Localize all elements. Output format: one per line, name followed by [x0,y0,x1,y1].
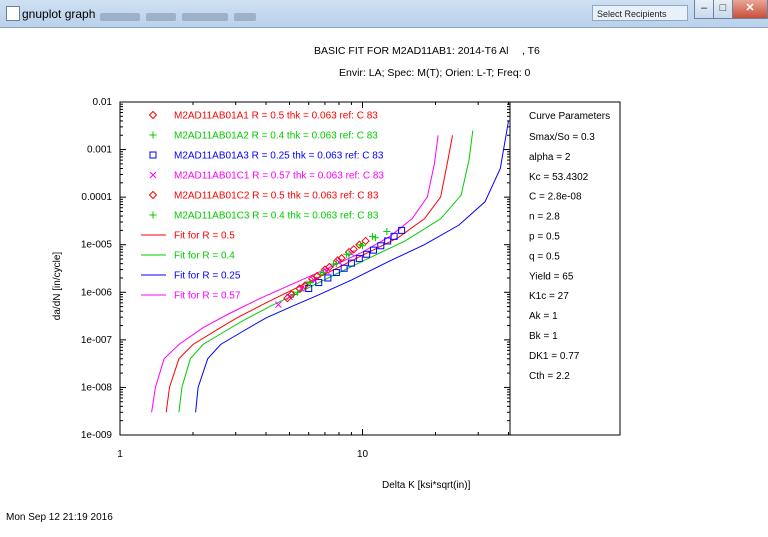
square-marker [355,255,363,263]
diamond-marker [300,281,310,290]
parameters-box [509,101,621,436]
square-marker [398,226,406,234]
legend-entry-label: M2AD11AB01A2 R = 0.4 thk = 0.063 ref: C … [174,131,378,142]
plus-marker [371,234,379,242]
plot-subtitle: Envir: LA; Spec: M(T); Orien: L-T; Freq:… [339,67,531,79]
square-marker [369,246,377,254]
y-tick-label: 1e-005 [81,240,113,251]
square-marker [384,237,392,245]
diamond-marker [355,240,364,249]
y-axis-label: da/dN [in/cycle] [52,252,63,321]
cross-marker [335,258,343,266]
cross-marker [286,293,293,301]
y-tick-label: 0.0001 [81,192,112,203]
axes: 0.01 0.001 0.0001 1e-005 1e-006 1e-007 1e-008 1… [81,97,510,460]
square-marker [332,269,340,277]
plus-marker [369,232,377,240]
cross-marker [275,301,282,308]
plus-marker [345,251,353,259]
parameter-item: K1c = 27 [529,291,569,302]
timestamp-footer: Mon Sep 12 21:19 2016 [6,512,113,523]
minimize-button[interactable]: – [694,0,714,19]
parameter-item: Ak = 1 [529,311,558,322]
parameter-item: Smax/So = 0.3 [529,132,595,143]
legend-entry-label: M2AD11AB01A1 R = 0.5 thk = 0.063 ref: C … [174,111,378,122]
plus-marker [149,211,157,219]
square-marker [347,259,355,267]
legend-entry-label: M2AD11AB01C2 R = 0.5 thk = 0.063 ref: C … [174,191,379,202]
plus-marker [332,260,340,268]
y-tick-label: 1e-006 [81,287,113,298]
parameter-item: p = 0.5 [529,232,560,243]
diamond-marker [349,245,358,254]
y-tick-label: 1e-008 [81,382,113,393]
diamond-marker [148,190,158,200]
square-marker [377,242,385,250]
square-marker [390,232,398,240]
curve-parameters: Curve Parameters Smax/So = 0.3 alpha = 2 Kc… [529,111,610,382]
square-marker [363,250,371,258]
x-tick-label: 1 [117,449,123,460]
blurred-taskbar-text [100,8,580,21]
plot-window: BASIC FIT FOR M2AD11AB1: 2014-T6 Al , T6… [0,28,768,532]
maximize-button[interactable]: □ [713,0,733,19]
legend-fit-label: Fit for R = 0.5 [174,231,235,242]
parameters-heading: Curve Parameters [529,111,610,122]
legend-fit-label: Fit for R = 0.4 [174,251,235,262]
y-tick-label: 1e-007 [81,335,113,346]
square-marker [340,264,348,272]
parameter-item: DK1 = 0.77 [529,351,580,362]
legend-entry-label: M2AD11AB01C3 R = 0.4 thk = 0.063 ref: C … [174,211,379,222]
diamond-marker [325,262,334,272]
select-recipients-button[interactable]: Select Recipients [592,5,688,21]
close-button[interactable]: ✕ [732,0,768,19]
plus-marker [359,242,366,250]
legend-entry-label: M2AD11AB01A3 R = 0.25 thk = 0.063 ref: C… [174,151,384,162]
x-axis-label: Delta K [ksi*sqrt(in)] [382,480,471,491]
window-titlebar: gnuplot graph Select Recipients – □ ✕ [0,0,768,28]
diamond-marker [148,110,158,120]
diamond-marker [337,254,346,263]
parameter-item: Bk = 1 [529,331,558,342]
diamond-marker [287,290,296,299]
legend-fit-label: Fit for R = 0.57 [174,291,241,302]
y-tick-label: 0.001 [87,145,112,156]
gnuplot-app-icon [6,6,20,21]
square-marker [324,274,332,282]
parameter-item: Cth = 2.2 [529,371,570,382]
legend: M2AD11AB01A1 R = 0.5 thk = 0.063 ref: C … [141,111,384,302]
cross-marker [149,171,157,179]
parameter-item: C = 2.8e-08 [529,192,582,203]
plus-marker [383,227,391,235]
x-tick-label: 10 [357,449,369,460]
fit-curve [195,120,509,413]
window-title: gnuplot graph [22,7,96,21]
gnuplot-canvas: BASIC FIT FOR M2AD11AB1: 2014-T6 Al , T6… [6,45,621,523]
data-points [275,226,406,308]
plus-marker [306,279,314,287]
parameter-item: Kc = 53.4302 [529,172,589,183]
y-tick-label: 1e-009 [81,430,113,441]
diamond-marker [312,271,322,281]
square-marker [149,151,157,159]
parameter-item: alpha = 2 [529,152,571,163]
diamond-marker [361,236,370,246]
plus-marker [149,131,157,139]
plus-marker [319,269,327,277]
parameter-item: Yield = 65 [529,271,574,282]
legend-fit-label: Fit for R = 0.25 [174,271,241,282]
fit-curve [151,135,439,413]
y-tick-label: 0.01 [93,97,113,108]
plot-title-line1: BASIC FIT FOR M2AD11AB1: 2014-T6 Al [314,45,509,57]
fit-curve [165,135,453,413]
plot-title-line1-suffix: , T6 [522,45,540,57]
parameter-item: q = 0.5 [529,251,560,262]
plus-marker [294,288,302,296]
parameter-item: n = 2.8 [529,212,560,223]
fit-curves [151,120,509,413]
legend-entry-label: M2AD11AB01C1 R = 0.57 thk = 0.063 ref: C… [174,171,384,182]
